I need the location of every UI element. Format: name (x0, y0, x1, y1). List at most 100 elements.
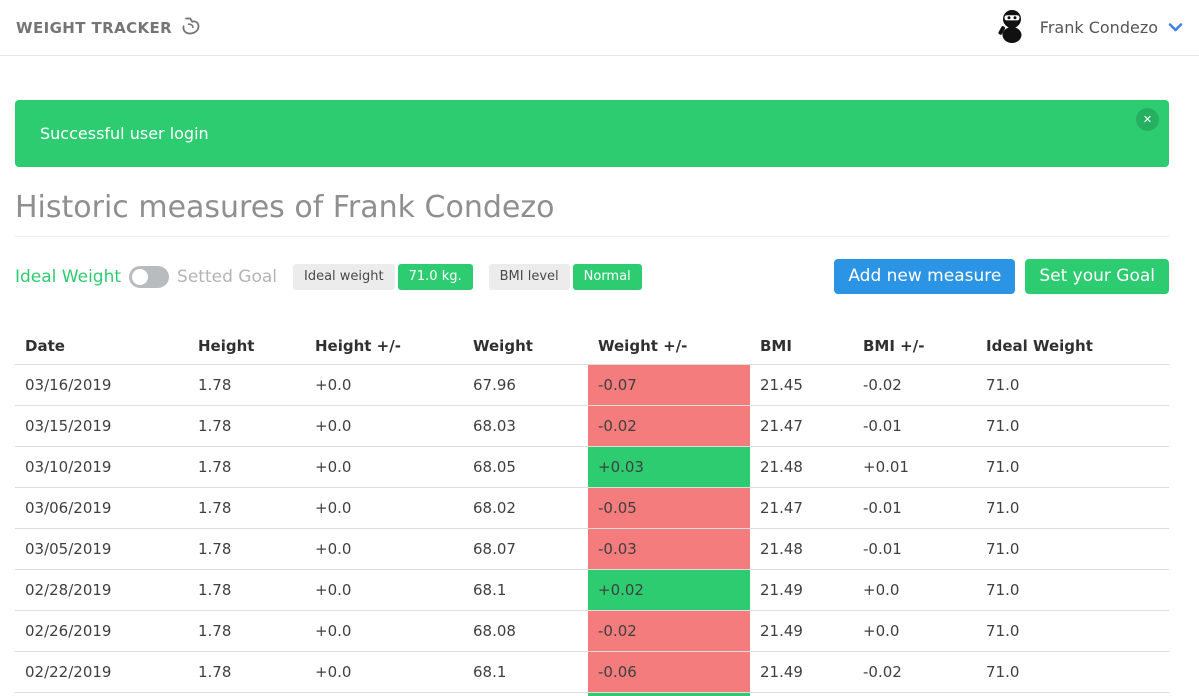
setted-goal-toggle-label: Setted Goal (177, 266, 277, 287)
table-cell-ideal_weight: 71.0 (976, 405, 1169, 447)
table-cell-date: 03/16/2019 (15, 364, 188, 406)
table-cell-weight_delta (588, 692, 750, 696)
table-cell-weight: 68.07 (463, 528, 588, 570)
controls-row: Ideal Weight Setted Goal Ideal weight 71… (15, 259, 1169, 294)
ideal-weight-badge: Ideal weight 71.0 kg. (293, 263, 473, 290)
table-cell-bmi: 21.49 (750, 569, 853, 611)
column-header: Date (25, 337, 65, 355)
table-cell-date: 02/26/2019 (15, 610, 188, 652)
table-cell-weight: 68.05 (463, 446, 588, 488)
table-cell-date: 03/10/2019 (15, 446, 188, 488)
table-cell-date: 02/22/2019 (15, 651, 188, 693)
page-title: Historic measures of Frank Condezo (15, 191, 1169, 237)
table-cell-bmi: 21.48 (750, 528, 853, 570)
measures-table-body: 03/16/2019 1.78 +0.0 67.96 -0.07 21.45 -0.02 71… (15, 364, 1169, 696)
alert-close-button[interactable]: ✕ (1136, 108, 1159, 131)
table-cell-height: 1.78 (188, 651, 305, 693)
table-cell-date: 03/15/2019 (15, 405, 188, 447)
column-header: Weight +/- (598, 337, 688, 355)
brand-label: WEIGHT TRACKER (16, 18, 173, 37)
table-cell-height: 1.78 (188, 610, 305, 652)
table-cell-height: 1.78 (188, 487, 305, 529)
table-cell-bmi_delta: -0.02 (853, 651, 976, 693)
table-cell-weight_delta: -0.02 (588, 610, 750, 652)
table-row (15, 692, 1169, 696)
table-row: 02/28/2019 1.78 +0.0 68.1 +0.02 21.49 +0.0 71.0 (15, 569, 1169, 611)
column-header: BMI +/- (863, 337, 925, 355)
ideal-weight-badge-value: 71.0 kg. (397, 263, 473, 290)
table-row: 03/10/2019 1.78 +0.0 68.05 +0.03 21.48 +0.01 71… (15, 446, 1169, 488)
set-your-goal-button[interactable]: Set your Goal (1025, 259, 1169, 294)
table-row: 02/22/2019 1.78 +0.0 68.1 -0.06 21.49 -0.02 71.… (15, 651, 1169, 693)
ideal-weight-badge-label: Ideal weight (293, 263, 395, 290)
top-navbar: WEIGHT TRACKER Frank Condezo (0, 0, 1199, 56)
table-cell-weight: 67.96 (463, 364, 588, 406)
table-cell-height_delta: +0.0 (305, 651, 463, 693)
table-cell-weight_delta: +0.03 (588, 446, 750, 488)
column-header: Height +/- (315, 337, 401, 355)
table-cell-date: 02/28/2019 (15, 569, 188, 611)
table-cell-weight_delta: -0.06 (588, 651, 750, 693)
table-cell-height: 1.78 (188, 569, 305, 611)
table-cell-weight_delta: -0.07 (588, 364, 750, 406)
table-cell-height: 1.78 (188, 528, 305, 570)
toggle-knob (132, 268, 149, 285)
table-cell-ideal_weight: 71.0 (976, 446, 1169, 488)
column-header: BMI (760, 337, 792, 355)
alert-message: Successful user login (40, 124, 209, 143)
table-cell-bmi_delta (853, 692, 976, 696)
success-alert: Successful user login ✕ (15, 100, 1169, 167)
table-cell-height_delta: +0.0 (305, 405, 463, 447)
table-cell-height_delta: +0.0 (305, 487, 463, 529)
table-cell-height (188, 692, 305, 696)
table-cell-weight (463, 692, 588, 696)
measures-table: Date Height Height +/- Weight Weight +/- BMI B… (15, 329, 1169, 696)
table-cell-bmi: 21.49 (750, 651, 853, 693)
table-cell-weight_delta: -0.05 (588, 487, 750, 529)
table-cell-ideal_weight: 71.0 (976, 569, 1169, 611)
table-row: 03/16/2019 1.78 +0.0 67.96 -0.07 21.45 -0.02 71… (15, 364, 1169, 406)
column-header: Weight (473, 337, 533, 355)
column-header: Ideal Weight (986, 337, 1093, 355)
table-cell-height: 1.78 (188, 405, 305, 447)
table-cell-bmi (750, 692, 853, 696)
table-cell-bmi_delta: +0.0 (853, 610, 976, 652)
table-cell-date: 03/06/2019 (15, 487, 188, 529)
table-cell-bmi_delta: -0.01 (853, 487, 976, 529)
table-cell-ideal_weight: 71.0 (976, 610, 1169, 652)
bicep-icon (179, 15, 201, 41)
goal-toggle[interactable] (129, 265, 170, 288)
close-icon: ✕ (1142, 113, 1153, 126)
table-cell-ideal_weight: 71.0 (976, 364, 1169, 406)
table-cell-weight_delta: +0.02 (588, 569, 750, 611)
table-cell-weight: 68.1 (463, 569, 588, 611)
table-cell-height: 1.78 (188, 446, 305, 488)
table-cell-height_delta: +0.0 (305, 528, 463, 570)
bmi-level-badge: BMI level Normal (488, 263, 642, 290)
table-cell-date (15, 692, 188, 696)
table-row: 03/05/2019 1.78 +0.0 68.07 -0.03 21.48 -0.01 71… (15, 528, 1169, 570)
add-new-measure-button[interactable]: Add new measure (834, 259, 1016, 294)
table-cell-bmi_delta: +0.0 (853, 569, 976, 611)
table-cell-height_delta: +0.0 (305, 610, 463, 652)
bmi-level-badge-label: BMI level (488, 263, 570, 290)
table-cell-ideal_weight: 71.0 (976, 651, 1169, 693)
table-row: 03/15/2019 1.78 +0.0 68.03 -0.02 21.47 -0.01 71… (15, 405, 1169, 447)
table-cell-weight: 68.03 (463, 405, 588, 447)
ninja-icon (994, 8, 1030, 48)
table-cell-ideal_weight: 71.0 (976, 487, 1169, 529)
table-header-row: Date Height Height +/- Weight Weight +/- BMI B… (15, 329, 1169, 365)
user-menu[interactable]: Frank Condezo (994, 8, 1183, 48)
table-cell-bmi: 21.45 (750, 364, 853, 406)
table-cell-ideal_weight (976, 692, 1169, 696)
ideal-weight-toggle-label: Ideal Weight (15, 266, 122, 287)
table-cell-bmi: 21.47 (750, 487, 853, 529)
table-row: 03/06/2019 1.78 +0.0 68.02 -0.05 21.47 -0.01 71… (15, 487, 1169, 529)
table-cell-height_delta: +0.0 (305, 446, 463, 488)
column-header: Height (198, 337, 255, 355)
table-cell-bmi_delta: -0.01 (853, 405, 976, 447)
table-cell-height_delta: +0.0 (305, 569, 463, 611)
table-cell-date: 03/05/2019 (15, 528, 188, 570)
table-cell-weight_delta: -0.03 (588, 528, 750, 570)
table-cell-bmi_delta: +0.01 (853, 446, 976, 488)
